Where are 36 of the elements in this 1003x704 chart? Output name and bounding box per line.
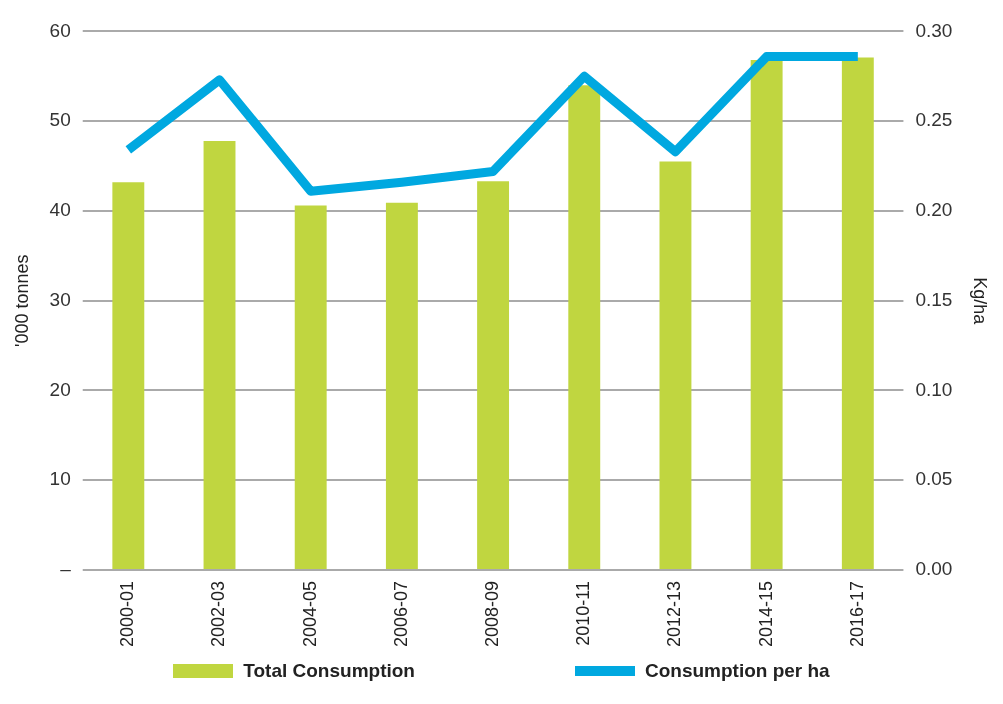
bar: [294, 205, 327, 569]
x-tick-label: 2014-15: [755, 580, 776, 647]
bar: [112, 182, 145, 569]
y2-tick-label: 0.00: [915, 558, 953, 580]
y2-tick-label: 0.15: [915, 288, 953, 310]
y-tick-label: 60: [49, 19, 71, 41]
bar: [385, 202, 418, 569]
y2-tick-label: 0.10: [915, 378, 953, 400]
bar: [568, 85, 601, 569]
x-tick-label: 2010-11: [573, 580, 594, 646]
x-tick-label: 2012-13: [664, 580, 685, 647]
y-tick-label: 40: [49, 199, 71, 221]
x-tick-label: 2002-03: [208, 580, 229, 647]
x-tick-label: 2000-01: [117, 580, 138, 647]
y2-axis-title: Kg/ha: [970, 277, 991, 326]
y-tick-label: 10: [49, 468, 71, 490]
y-tick-label: 20: [49, 378, 71, 400]
y-tick-label: –: [60, 558, 72, 580]
x-tick-label: 2004-05: [299, 580, 320, 647]
x-tick-label: 2006-07: [390, 580, 411, 647]
bar: [659, 161, 692, 569]
y-axis-title: '000 tonnes: [11, 254, 32, 347]
y2-tick-label: 0.20: [915, 199, 953, 221]
y2-tick-label: 0.25: [915, 109, 953, 131]
y2-tick-label: 0.30: [915, 19, 953, 41]
bar: [477, 181, 510, 569]
x-tick-label: 2016-17: [846, 580, 867, 647]
bar: [841, 57, 874, 569]
legend-label: Total Consumption: [243, 660, 415, 682]
x-tick-label: 2008-09: [482, 580, 503, 647]
y-tick-label: 30: [49, 288, 71, 310]
y-tick-label: 50: [49, 109, 71, 131]
legend-label: Consumption per ha: [644, 660, 830, 682]
bar: [203, 140, 236, 569]
bar: [750, 60, 783, 569]
y2-tick-label: 0.05: [915, 468, 953, 490]
